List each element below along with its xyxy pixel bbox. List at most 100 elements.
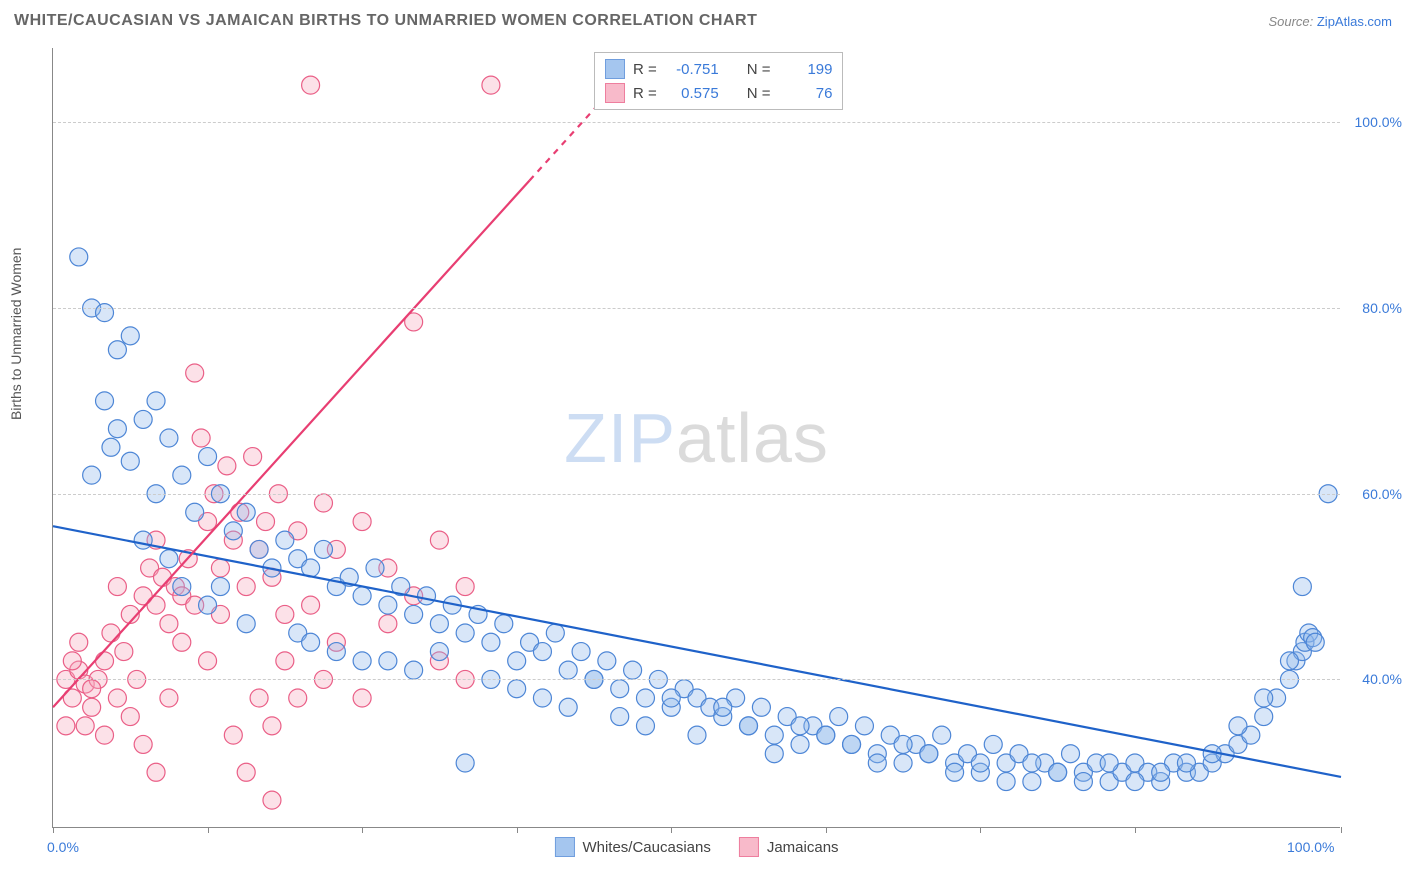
gridline-h xyxy=(53,679,1340,680)
scatter-point-jamaicans xyxy=(63,652,81,670)
scatter-point-whites xyxy=(237,615,255,633)
scatter-point-whites xyxy=(946,763,964,781)
y-axis-label: Births to Unmarried Women xyxy=(8,248,24,420)
scatter-point-whites xyxy=(984,735,1002,753)
scatter-point-whites xyxy=(546,624,564,642)
x-tick xyxy=(517,827,518,833)
scatter-point-whites xyxy=(843,735,861,753)
scatter-point-whites xyxy=(508,680,526,698)
scatter-point-whites xyxy=(96,304,114,322)
scatter-point-whites xyxy=(662,689,680,707)
y-tick-label: 100.0% xyxy=(1355,114,1402,130)
scatter-point-whites xyxy=(559,661,577,679)
scatter-point-whites xyxy=(894,754,912,772)
correlation-legend: R =-0.751N =199R =0.575N =76 xyxy=(594,52,844,110)
scatter-point-jamaicans xyxy=(115,643,133,661)
scatter-point-whites xyxy=(894,735,912,753)
scatter-point-whites xyxy=(353,587,371,605)
scatter-point-whites xyxy=(250,540,268,558)
scatter-point-jamaicans xyxy=(482,76,500,94)
scatter-point-whites xyxy=(302,633,320,651)
scatter-point-whites xyxy=(765,745,783,763)
scatter-point-whites xyxy=(1062,745,1080,763)
legend-R-label: R = xyxy=(633,85,657,102)
scatter-point-whites xyxy=(533,643,551,661)
scatter-point-whites xyxy=(636,689,654,707)
scatter-point-jamaicans xyxy=(160,689,178,707)
scatter-point-whites xyxy=(495,615,513,633)
scatter-point-jamaicans xyxy=(96,652,114,670)
scatter-point-whites xyxy=(598,652,616,670)
chart-title: WHITE/CAUCASIAN VS JAMAICAN BIRTHS TO UN… xyxy=(14,12,757,30)
scatter-point-whites xyxy=(1177,754,1195,772)
scatter-point-jamaicans xyxy=(96,726,114,744)
x-tick-label: 0.0% xyxy=(47,839,79,855)
scatter-point-jamaicans xyxy=(456,578,474,596)
legend-row-jamaicans: R =0.575N =76 xyxy=(605,81,833,105)
scatter-point-whites xyxy=(199,448,217,466)
legend-R-label: R = xyxy=(633,61,657,78)
scatter-point-whites xyxy=(1074,773,1092,791)
scatter-point-jamaicans xyxy=(134,735,152,753)
source-attribution: Source: ZipAtlas.com xyxy=(1268,14,1392,29)
scatter-point-jamaicans xyxy=(70,633,88,651)
scatter-point-jamaicans xyxy=(83,698,101,716)
legend-N-label: N = xyxy=(747,85,771,102)
scatter-point-whites xyxy=(199,596,217,614)
scatter-point-whites xyxy=(237,503,255,521)
scatter-point-whites xyxy=(636,717,654,735)
scatter-point-whites xyxy=(624,661,642,679)
x-tick-label: 100.0% xyxy=(1287,839,1334,855)
y-tick-label: 80.0% xyxy=(1362,300,1402,316)
gridline-h xyxy=(53,122,1340,123)
y-tick-label: 40.0% xyxy=(1362,671,1402,687)
x-tick xyxy=(1341,827,1342,833)
scatter-point-whites xyxy=(611,708,629,726)
scatter-point-whites xyxy=(714,698,732,716)
scatter-point-whites xyxy=(1293,578,1311,596)
scatter-point-jamaicans xyxy=(199,652,217,670)
scatter-point-whites xyxy=(1255,689,1273,707)
scatter-point-whites xyxy=(430,643,448,661)
scatter-point-jamaicans xyxy=(302,76,320,94)
x-tick xyxy=(671,827,672,833)
scatter-point-whites xyxy=(327,643,345,661)
scatter-point-jamaicans xyxy=(314,494,332,512)
scatter-point-whites xyxy=(1255,708,1273,726)
y-tick-label: 60.0% xyxy=(1362,486,1402,502)
scatter-point-whites xyxy=(855,717,873,735)
legend-R-value: 0.575 xyxy=(665,85,719,102)
scatter-point-whites xyxy=(353,652,371,670)
scatter-point-whites xyxy=(752,698,770,716)
scatter-point-jamaicans xyxy=(289,689,307,707)
chart-plot-area: ZIPatlas R =-0.751N =199R =0.575N =76 Wh… xyxy=(52,48,1340,828)
bottom-legend-swatch-whites xyxy=(554,837,574,857)
scatter-point-whites xyxy=(430,615,448,633)
scatter-point-jamaicans xyxy=(353,689,371,707)
scatter-point-whites xyxy=(405,661,423,679)
scatter-point-whites xyxy=(379,652,397,670)
scatter-point-whites xyxy=(1023,773,1041,791)
scatter-point-whites xyxy=(559,698,577,716)
scatter-point-whites xyxy=(211,578,229,596)
scatter-point-whites xyxy=(186,503,204,521)
scatter-point-jamaicans xyxy=(353,513,371,531)
scatter-point-jamaicans xyxy=(83,680,101,698)
gridline-h xyxy=(53,494,1340,495)
scatter-point-jamaicans xyxy=(302,596,320,614)
scatter-point-jamaicans xyxy=(263,791,281,809)
legend-row-whites: R =-0.751N =199 xyxy=(605,57,833,81)
scatter-point-whites xyxy=(830,708,848,726)
scatter-point-jamaicans xyxy=(57,717,75,735)
scatter-point-whites xyxy=(418,587,436,605)
source-link[interactable]: ZipAtlas.com xyxy=(1317,14,1392,29)
scatter-point-whites xyxy=(688,726,706,744)
scatter-point-jamaicans xyxy=(173,633,191,651)
scatter-point-whites xyxy=(83,466,101,484)
scatter-point-jamaicans xyxy=(186,364,204,382)
scatter-point-jamaicans xyxy=(224,726,242,744)
x-tick xyxy=(362,827,363,833)
gridline-h xyxy=(53,308,1340,309)
legend-N-label: N = xyxy=(747,61,771,78)
scatter-point-jamaicans xyxy=(160,615,178,633)
